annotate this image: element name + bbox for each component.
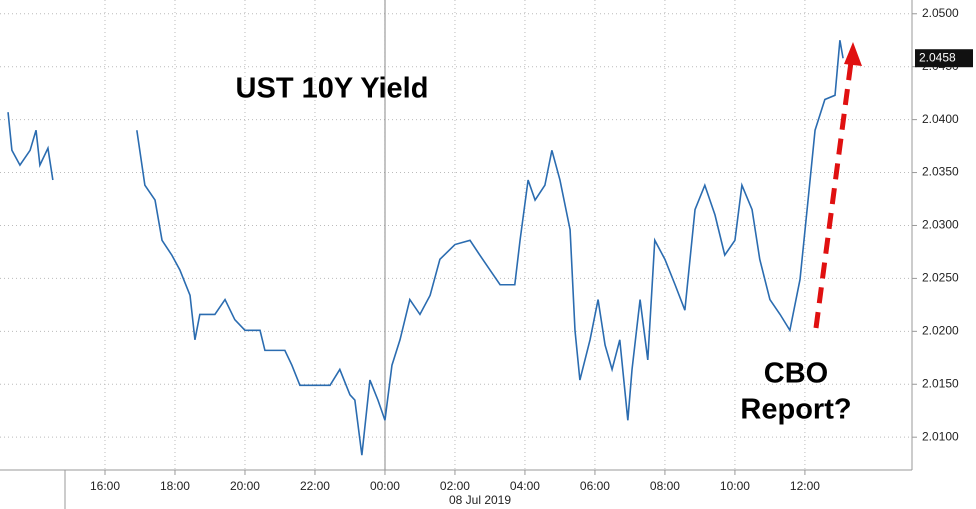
- x-tick-label: 04:00: [510, 479, 540, 493]
- x-tick-label: 00:00: [370, 479, 400, 493]
- arrow-shaft: [813, 61, 854, 329]
- last-value-label: 2.0458: [919, 50, 956, 64]
- annotation: Report?: [740, 394, 851, 426]
- y-tick-label: 2.0100: [922, 429, 959, 443]
- y-tick-label: 2.0500: [922, 6, 959, 20]
- x-tick-label: 20:00: [230, 479, 260, 493]
- grid: [0, 0, 912, 470]
- y-tick-label: 2.0250: [922, 271, 959, 285]
- x-tick-label: 10:00: [720, 479, 750, 493]
- y-tick-label: 2.0350: [922, 165, 959, 179]
- y-tick-label: 2.0200: [922, 324, 959, 338]
- y-tick-label: 2.0150: [922, 376, 959, 390]
- series-line: [136, 40, 844, 456]
- arrow-head: [844, 42, 862, 66]
- x-tick-label: 16:00: [90, 479, 120, 493]
- x-sublabel: 08 Jul 2019: [449, 493, 511, 507]
- plot: [7, 40, 844, 456]
- x-tick-label: 02:00: [440, 479, 470, 493]
- chart-title: UST 10Y Yield: [236, 73, 429, 105]
- x-tick-label: 22:00: [300, 479, 330, 493]
- y-tick-label: 2.0300: [922, 218, 959, 232]
- y-tick-label: 2.0400: [922, 112, 959, 126]
- last-value-box: [915, 49, 973, 68]
- annotation: CBO: [764, 358, 828, 390]
- x-tick-label: 08:00: [650, 479, 680, 493]
- x-tick-label: 06:00: [580, 479, 610, 493]
- x-tick-label: 18:00: [160, 479, 190, 493]
- x-tick-label: 12:00: [790, 479, 820, 493]
- series-line: [7, 112, 54, 181]
